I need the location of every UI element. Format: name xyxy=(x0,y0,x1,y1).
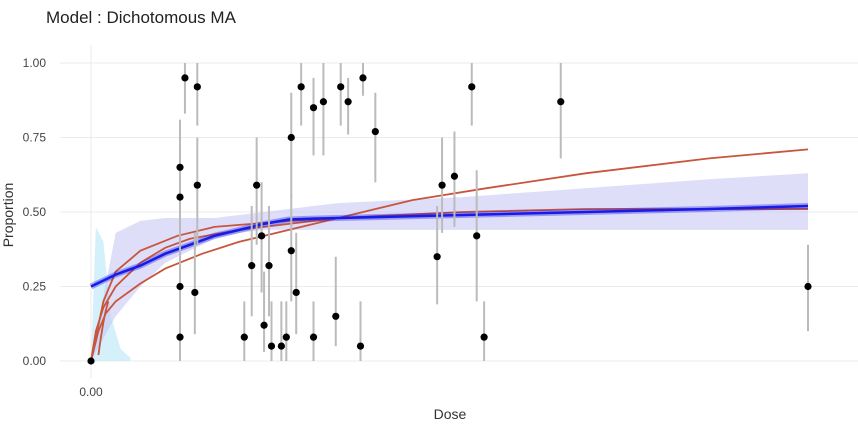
data-point xyxy=(240,333,248,341)
x-axis-title: Dose xyxy=(434,406,467,422)
data-point xyxy=(176,163,184,171)
data-point xyxy=(309,333,318,341)
y-tick-label: 0.25 xyxy=(23,280,47,294)
y-tick-label: 0.50 xyxy=(23,205,47,219)
y-tick-label: 0.00 xyxy=(23,354,47,368)
data-point xyxy=(267,342,276,350)
y-tick-label: 0.75 xyxy=(23,131,47,145)
data-point xyxy=(287,247,295,255)
model-fit-curve xyxy=(90,148,809,362)
data-point xyxy=(193,83,201,91)
data-point xyxy=(287,133,295,142)
data-point xyxy=(176,333,184,341)
data-point xyxy=(359,74,367,82)
data-point xyxy=(277,342,285,350)
data-point xyxy=(557,98,565,106)
confidence-bands xyxy=(91,173,808,361)
data-point xyxy=(282,333,290,341)
data-point xyxy=(473,232,481,240)
y-axis-title: Proportion xyxy=(0,183,16,248)
data-point xyxy=(297,83,305,91)
data-point xyxy=(292,288,300,297)
data-point xyxy=(480,333,488,341)
data-point xyxy=(253,181,261,189)
ma-confidence-band xyxy=(91,173,808,361)
model-fit-curve xyxy=(90,208,808,362)
data-point xyxy=(371,127,379,136)
data-point xyxy=(87,357,95,365)
data-point xyxy=(248,262,256,270)
data-point xyxy=(193,181,201,189)
data-point xyxy=(176,193,184,201)
ma-curve xyxy=(90,204,809,288)
data-point xyxy=(191,288,199,297)
data-point xyxy=(257,232,266,240)
data-point xyxy=(309,104,318,112)
data-point xyxy=(319,98,328,106)
model-fit-curve xyxy=(97,301,110,356)
data-points xyxy=(87,74,812,365)
data-point xyxy=(337,83,345,91)
data-point xyxy=(181,74,189,82)
axis-ticks: 0.00 0.25 0.50 0.75 1.00 0.00 xyxy=(23,56,103,399)
y-tick-label: 1.00 xyxy=(23,56,47,70)
data-point xyxy=(438,181,446,189)
data-point xyxy=(468,83,476,91)
data-point xyxy=(450,172,459,180)
data-point xyxy=(356,342,365,350)
data-point xyxy=(433,253,441,261)
chart-title: Model : Dichotomous MA xyxy=(46,8,237,27)
x-tick-label: 0.00 xyxy=(79,385,103,399)
error-bars xyxy=(179,63,809,361)
data-point xyxy=(260,321,268,329)
data-point xyxy=(176,282,184,291)
data-point xyxy=(804,282,812,291)
data-point xyxy=(332,312,340,320)
model-curves xyxy=(89,148,809,362)
data-point xyxy=(344,98,352,106)
data-point xyxy=(265,262,273,270)
